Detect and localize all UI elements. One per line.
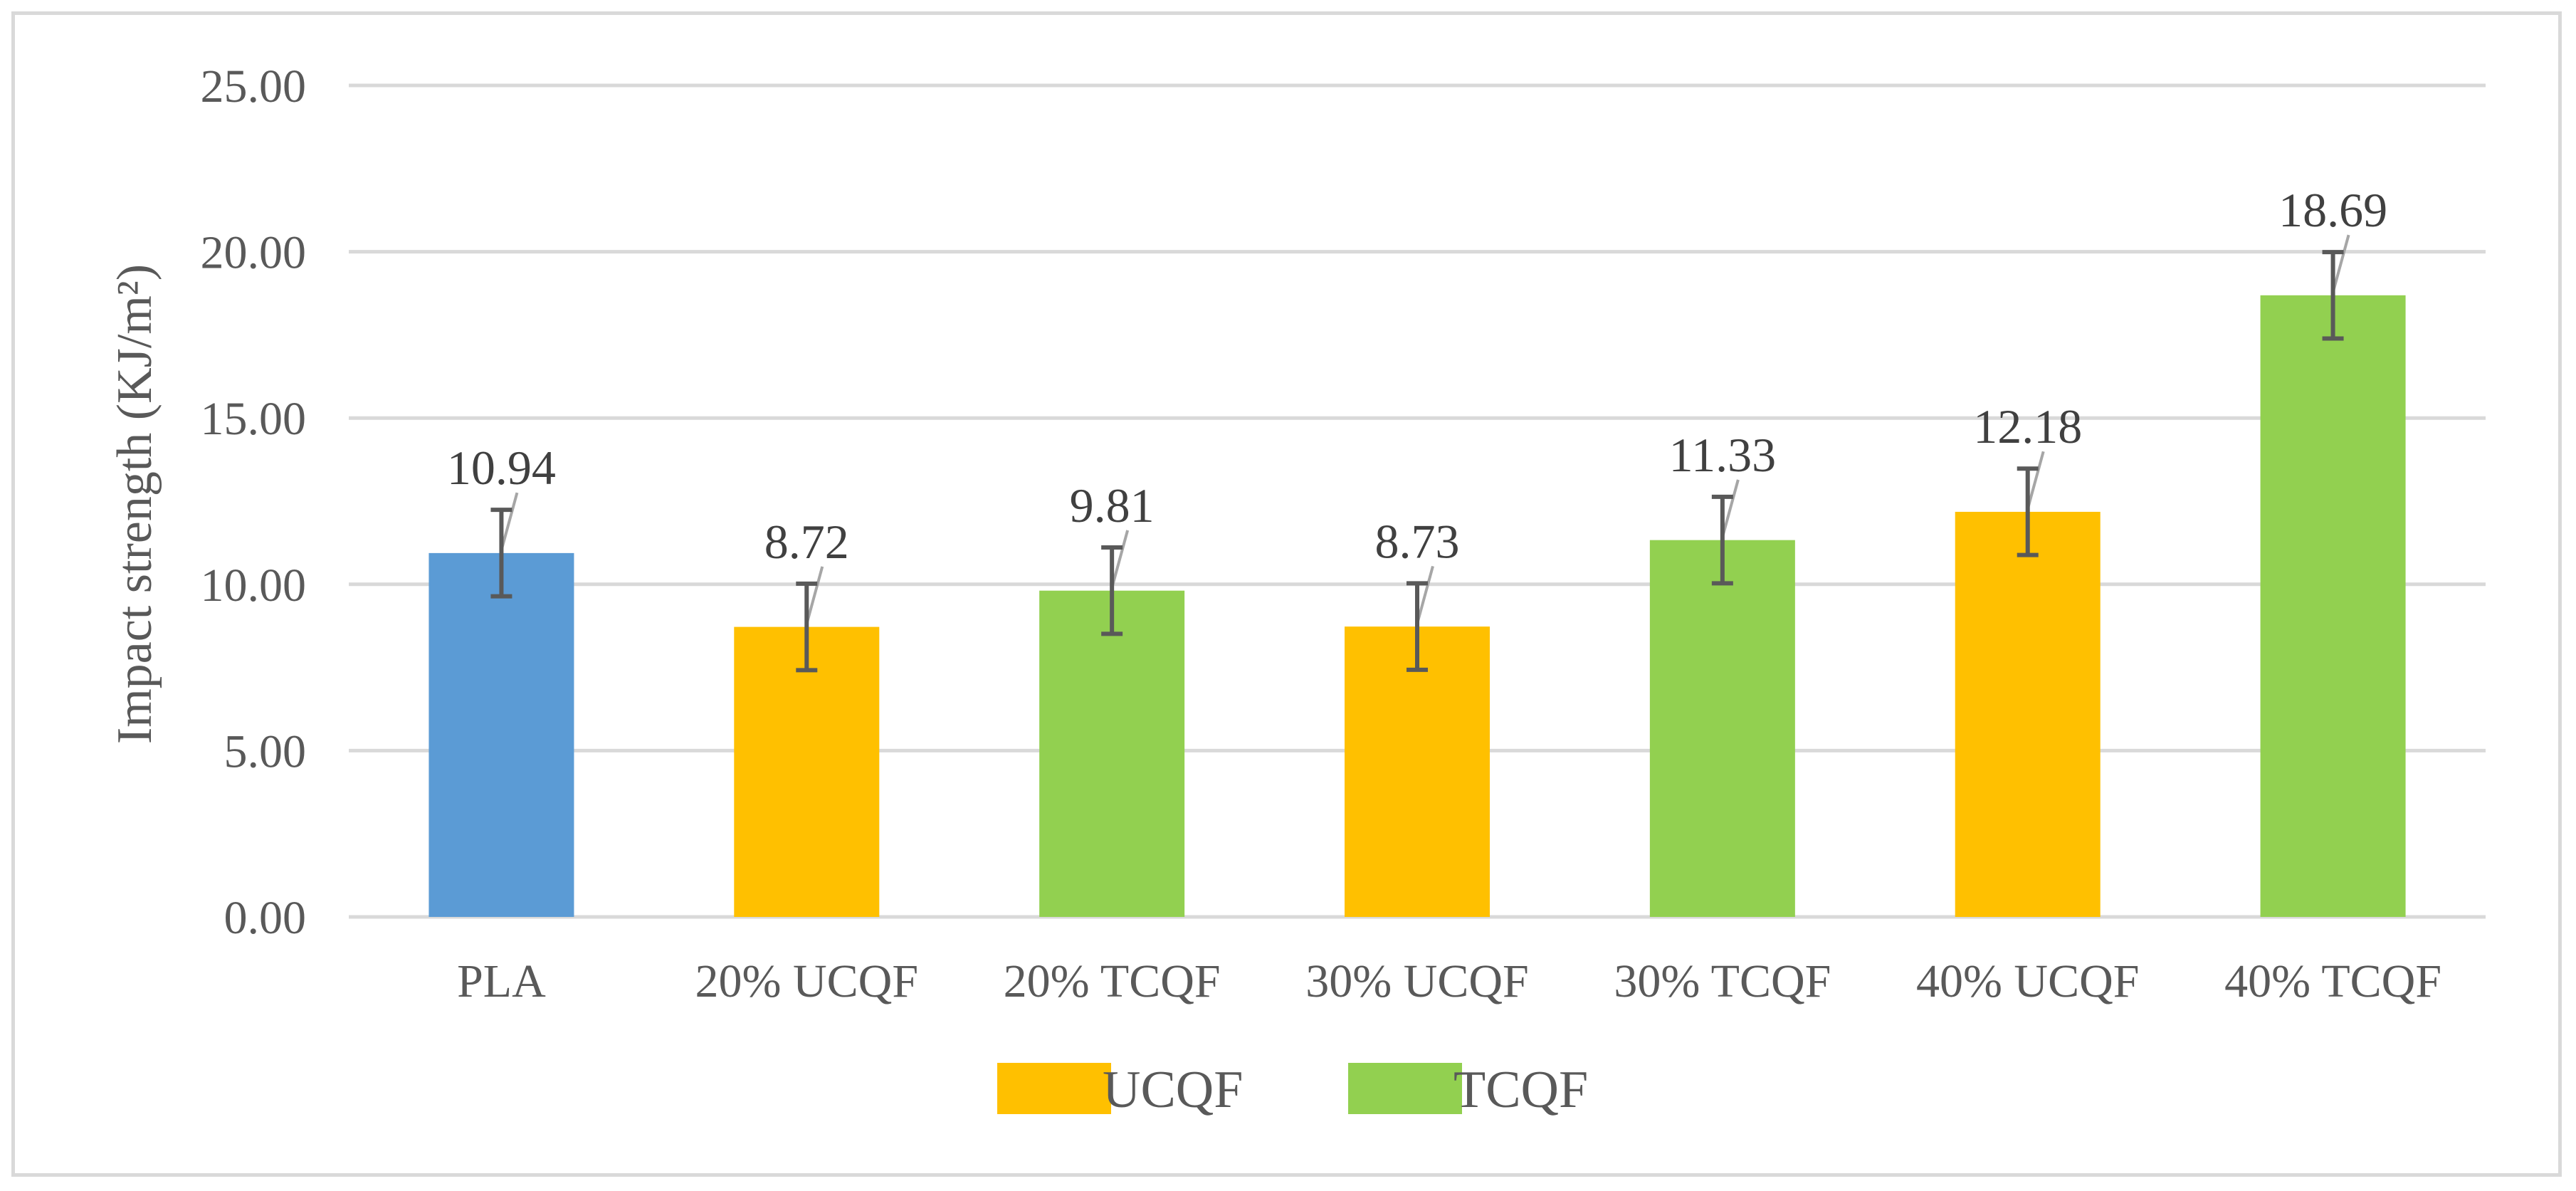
- gridlines: [349, 83, 2486, 919]
- legend-swatch: [1348, 1063, 1462, 1114]
- legend-entry-tcqf: TCQF: [1348, 1061, 1588, 1119]
- error-bars: [490, 250, 2344, 673]
- leader-line: [805, 566, 824, 625]
- data-label: 8.72: [764, 515, 849, 569]
- bar-40-ucqf: [1955, 511, 2101, 917]
- y-tick-label: 15.00: [201, 393, 307, 445]
- error-bar: [796, 581, 818, 673]
- error-bar: [2017, 466, 2039, 557]
- leader-line: [1110, 530, 1130, 589]
- y-tick-label: 5.00: [224, 725, 307, 777]
- y-tick-label: 20.00: [201, 227, 307, 279]
- data-label: 8.73: [1375, 514, 1460, 568]
- bar-40-tcqf: [2260, 295, 2406, 917]
- bar-30-tcqf: [1649, 540, 1795, 917]
- leader-lines: [500, 234, 2350, 625]
- leader-line: [1720, 479, 1740, 538]
- x-tick-label: 30% TCQF: [1614, 955, 1831, 1007]
- bars: [429, 295, 2406, 917]
- legend-entry-ucqf: UCQF: [997, 1061, 1243, 1119]
- data-label: 11.33: [1669, 428, 1776, 482]
- leader-line: [2026, 451, 2045, 510]
- leader-line: [500, 492, 519, 551]
- data-label: 12.18: [1973, 399, 2082, 453]
- error-bar: [2322, 250, 2344, 341]
- error-bar: [1101, 545, 1123, 636]
- y-tick-label: 0.00: [224, 892, 307, 944]
- x-axis-tick-labels: PLA 20% UCQF 20% TCQF 30% UCQF 30% TCQF 40% U…: [457, 955, 2441, 1007]
- x-tick-label: 30% UCQF: [1305, 955, 1529, 1007]
- y-axis-title: Impact strength (KJ/m²): [107, 264, 162, 744]
- data-label: 18.69: [2278, 183, 2387, 237]
- x-tick-label: 20% UCQF: [695, 955, 919, 1007]
- bar-20-tcqf: [1039, 590, 1185, 917]
- leader-line: [2331, 234, 2350, 293]
- error-bar: [1407, 581, 1428, 672]
- bar-pla: [429, 552, 574, 917]
- bar-30-ucqf: [1345, 626, 1490, 917]
- legend-label: TCQF: [1453, 1061, 1588, 1119]
- legend: UCQF TCQF: [997, 1061, 1588, 1119]
- y-tick-label: 25.00: [201, 61, 307, 112]
- data-label: 9.81: [1070, 478, 1155, 532]
- x-tick-label: 40% TCQF: [2224, 955, 2441, 1007]
- data-label: 10.94: [447, 441, 556, 495]
- error-bar: [1711, 494, 1733, 586]
- y-axis-tick-labels: 0.00 5.00 10.00 15.00 20.00 25.00: [201, 61, 307, 944]
- leader-line: [1416, 565, 1434, 624]
- data-labels: 10.94 8.72 9.81 8.73 11.33 12.18 18.69: [447, 183, 2387, 569]
- x-tick-label: 40% UCQF: [1916, 955, 2140, 1007]
- y-tick-label: 10.00: [201, 560, 307, 612]
- x-tick-label: 20% TCQF: [1004, 955, 1221, 1007]
- error-bar: [490, 508, 512, 599]
- chart-frame: [11, 11, 2562, 1177]
- bar-20-ucqf: [734, 626, 880, 917]
- legend-swatch: [997, 1063, 1111, 1114]
- legend-label: UCQF: [1103, 1061, 1243, 1119]
- x-tick-label: PLA: [457, 955, 546, 1007]
